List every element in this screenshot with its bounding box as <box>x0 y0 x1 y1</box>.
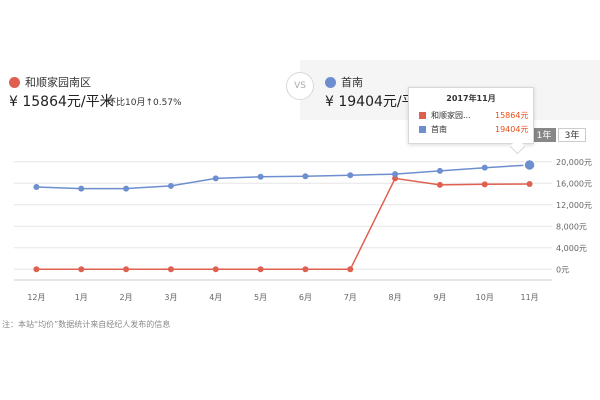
data-point-shounan <box>392 171 399 178</box>
left-community-price: ¥ 15864元/平米 <box>9 94 114 110</box>
series-line-heshun <box>36 177 530 271</box>
data-point-shounan <box>523 158 536 172</box>
data-point-shounan <box>78 185 85 192</box>
tooltip-swatch-left <box>419 112 426 119</box>
data-point-shounan <box>436 167 443 174</box>
tooltip-title: 2017年11月 <box>446 94 496 103</box>
x-tick-label: 6月 <box>299 293 312 302</box>
tooltip-name-right: 首南 <box>431 125 447 134</box>
data-point-heshun <box>212 266 219 273</box>
x-tick-label: 7月 <box>344 293 357 302</box>
y-tick-label: 16,000元 <box>556 179 592 188</box>
data-point-heshun <box>257 266 264 273</box>
tab-three-years[interactable]: 3年 <box>558 128 586 142</box>
data-point-heshun <box>526 180 533 187</box>
x-tick-label: 8月 <box>389 293 402 302</box>
y-tick-label: 20,000元 <box>556 158 592 167</box>
tooltip-swatch-right <box>419 126 426 133</box>
data-point-heshun <box>436 181 443 188</box>
data-point-shounan <box>302 173 309 180</box>
data-point-heshun <box>167 266 174 273</box>
y-tick-label: 4,000元 <box>556 244 587 253</box>
data-point-shounan <box>347 172 354 179</box>
x-tick-label: 3月 <box>164 293 177 302</box>
data-point-heshun <box>302 266 309 273</box>
tooltip-row-right: 首南 19404元 <box>419 124 529 136</box>
tooltip-row-left: 和顺家园... 15864元 <box>419 110 529 122</box>
data-point-heshun <box>123 266 130 273</box>
x-tick-label: 11月 <box>520 293 538 302</box>
left-mom-change: 环比10月↑0.57% <box>107 98 182 108</box>
y-tick-label: 12,000元 <box>556 201 592 210</box>
price-trend-chart: 0元 4,000元 8,000元 12,000元 16,000元 20,000元 12月 1月… <box>14 158 592 302</box>
data-point-shounan <box>481 164 488 171</box>
footnote: 注：本站“均价”数据统计来自经纪人发布的信息 <box>2 320 171 329</box>
left-series-dot <box>9 77 20 88</box>
x-tick-label: 9月 <box>433 293 446 302</box>
data-point-shounan <box>257 173 264 180</box>
data-point-heshun <box>33 266 40 273</box>
x-tick-label: 4月 <box>209 293 222 302</box>
data-point-shounan <box>212 175 219 182</box>
x-tick-label: 2月 <box>120 293 133 302</box>
left-community-name: 和顺家园南区 <box>25 76 91 89</box>
chart-tooltip: 2017年11月 和顺家园... 15864元 首南 19404元 <box>408 87 534 155</box>
data-point-heshun <box>392 175 399 182</box>
left-community-panel: 和顺家园南区 ¥ 15864元/平米 环比10月↑0.57% <box>0 60 300 120</box>
tooltip-value-right: 19404元 <box>495 125 529 134</box>
data-point-heshun <box>347 266 354 273</box>
vs-badge: VS <box>286 72 314 100</box>
series-line-shounan <box>36 164 530 190</box>
x-tick-label: 12月 <box>27 293 45 302</box>
x-tick-label: 1月 <box>75 293 88 302</box>
x-tick-label: 5月 <box>254 293 267 302</box>
data-point-shounan <box>167 182 174 189</box>
data-point-shounan <box>123 185 130 192</box>
data-point-heshun <box>481 181 488 188</box>
tooltip-name-left: 和顺家园... <box>431 111 471 120</box>
tooltip-value-left: 15864元 <box>495 111 529 120</box>
tab-one-year[interactable]: 1年 <box>532 128 556 142</box>
data-point-heshun <box>78 266 85 273</box>
right-community-price: ¥ 19404元/平米 <box>325 94 430 110</box>
right-series-dot <box>325 77 336 88</box>
x-tick-label: 10月 <box>476 293 494 302</box>
y-tick-label: 0元 <box>556 265 569 274</box>
data-point-shounan <box>33 184 40 191</box>
right-community-name: 首南 <box>341 76 363 89</box>
y-tick-label: 8,000元 <box>556 222 587 231</box>
